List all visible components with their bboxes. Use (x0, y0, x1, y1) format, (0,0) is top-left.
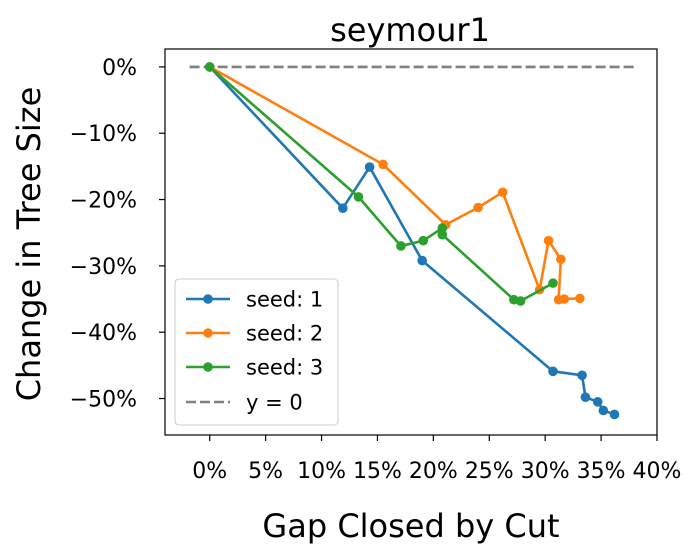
data-point (515, 296, 526, 306)
y-tick-label: −10% (70, 122, 137, 147)
series-layer (189, 62, 637, 420)
y-axis: 0% −10% −20% −30% −40% −50% (70, 56, 165, 413)
data-point (548, 278, 558, 288)
data-point (437, 229, 448, 240)
data-point (575, 293, 585, 304)
series-seed-2 (204, 62, 585, 305)
x-axis-title: Gap Closed by Cut (262, 507, 559, 545)
x-tick-label: 25% (465, 459, 514, 484)
x-tick-label: 40% (633, 459, 682, 484)
legend-marker (203, 328, 213, 338)
plot-area-frame (164, 48, 658, 436)
data-point (598, 405, 609, 416)
y-tick-label: −40% (70, 321, 137, 346)
legend-item: seed: 3 (186, 356, 323, 380)
x-axis: 0% 5% 10% 15% 20% 25% 30% 35% 40% (192, 435, 681, 484)
data-point (577, 370, 587, 381)
legend-item: seed: 2 (186, 322, 323, 346)
series-line (208, 65, 554, 303)
data-point (609, 409, 620, 420)
data-point (337, 203, 348, 213)
x-tick-label: 20% (409, 459, 458, 484)
x-tick-label: 5% (248, 459, 283, 484)
legend-label: y = 0 (246, 391, 303, 415)
data-point (396, 241, 406, 251)
x-tick-label: 0% (192, 459, 227, 484)
data-point (559, 294, 569, 304)
legend-label: seed: 2 (246, 322, 323, 346)
data-point (580, 392, 591, 402)
data-point (364, 162, 375, 172)
data-point (592, 397, 603, 407)
legend-frame (174, 278, 339, 426)
x-tick-label: 10% (297, 459, 346, 484)
legend-item: seed: 1 (186, 288, 323, 312)
legend-marker (203, 362, 213, 372)
data-point (437, 223, 448, 233)
data-point (556, 254, 566, 265)
y-tick-label: 0% (102, 56, 137, 81)
series-line (208, 66, 615, 416)
series-seed-1 (204, 62, 620, 420)
y-tick-label: −30% (70, 255, 137, 280)
legend-label: seed: 3 (246, 356, 323, 380)
legend-marker (203, 294, 213, 304)
series-line (209, 65, 580, 302)
y-tick-label: −50% (70, 388, 137, 413)
legend-label: seed: 1 (246, 288, 323, 312)
chart-title: seymour1 (330, 11, 490, 49)
data-point (543, 235, 554, 246)
data-point (204, 62, 215, 72)
x-tick-label: 30% (521, 459, 570, 484)
data-point (497, 187, 508, 198)
legend-item: y = 0 (186, 391, 303, 415)
legend: seed: 1 seed: 2 seed: 3 y = 0 (174, 278, 339, 426)
y-axis-title: Change in Tree Size (10, 87, 48, 402)
x-tick-label: 35% (577, 459, 626, 484)
data-point (417, 255, 427, 266)
data-point (353, 192, 364, 202)
data-point (418, 235, 429, 246)
data-point (473, 202, 483, 213)
data-point (548, 366, 558, 377)
series-seed-3 (204, 62, 558, 306)
data-point (378, 159, 388, 170)
y-tick-label: −20% (70, 189, 137, 214)
x-tick-label: 15% (353, 459, 402, 484)
